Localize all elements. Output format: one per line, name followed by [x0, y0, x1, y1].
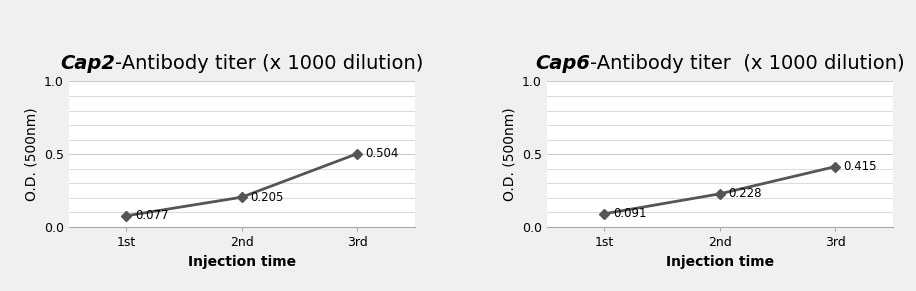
X-axis label: Injection time: Injection time — [666, 255, 774, 269]
Text: 0.077: 0.077 — [135, 209, 169, 222]
X-axis label: Injection time: Injection time — [188, 255, 296, 269]
Text: 0.205: 0.205 — [250, 191, 284, 204]
Text: -Antibody titer  (x 1000 dilution): -Antibody titer (x 1000 dilution) — [590, 54, 905, 74]
Text: 0.415: 0.415 — [844, 160, 878, 173]
Text: 0.504: 0.504 — [365, 147, 399, 160]
Y-axis label: O.D. (500nm): O.D. (500nm) — [25, 107, 38, 201]
Text: -Antibody titer (x 1000 dilution): -Antibody titer (x 1000 dilution) — [115, 54, 423, 74]
Text: 0.091: 0.091 — [613, 207, 647, 220]
Text: 0.228: 0.228 — [728, 187, 762, 200]
Text: Cap2: Cap2 — [60, 54, 115, 74]
Text: Cap6: Cap6 — [535, 54, 590, 74]
Y-axis label: O.D. (500nm): O.D. (500nm) — [502, 107, 517, 201]
